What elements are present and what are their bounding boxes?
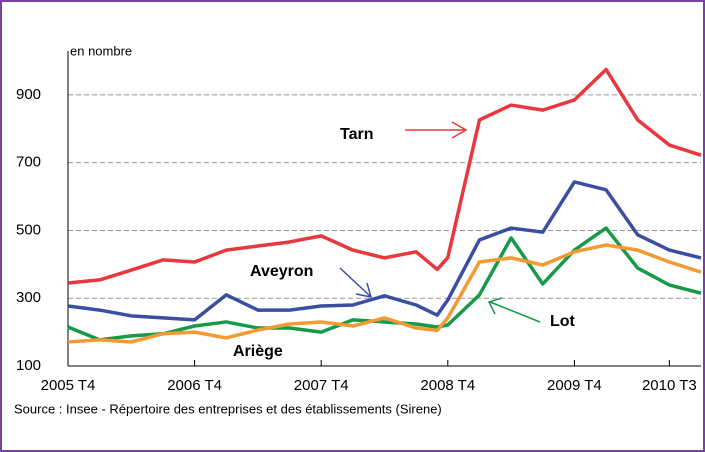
series-label: Ariège <box>233 343 283 360</box>
y-tick-label: 300 <box>16 289 41 306</box>
x-tick-label: 2009 T4 <box>547 377 602 394</box>
source: Source : Insee - Répertoire des entrepri… <box>14 401 442 416</box>
x-tick-label: 2005 T4 <box>41 377 96 394</box>
series-line <box>67 67 702 285</box>
arrow <box>339 267 373 298</box>
y-tick-label: 500 <box>16 221 41 238</box>
y-tick-label: 900 <box>16 86 41 103</box>
series-label: Lot <box>550 313 576 330</box>
arrows <box>339 121 541 323</box>
series-label: Aveyron <box>250 263 313 280</box>
series-line <box>67 243 702 344</box>
series-label: Tarn <box>340 126 373 143</box>
y-tick-label: 700 <box>16 154 41 171</box>
series-line <box>67 180 702 322</box>
x-tick-label: 2010 T3 <box>642 377 697 394</box>
y-axis-label: en nombre <box>70 43 132 58</box>
arrow <box>487 297 541 323</box>
x-tick-label: 2006 T4 <box>167 377 222 394</box>
x-tick-label: 2007 T4 <box>294 377 349 394</box>
arrow <box>405 121 468 139</box>
x-tick-label: 2008 T4 <box>420 377 475 394</box>
y-tick-label: 100 <box>16 357 41 374</box>
